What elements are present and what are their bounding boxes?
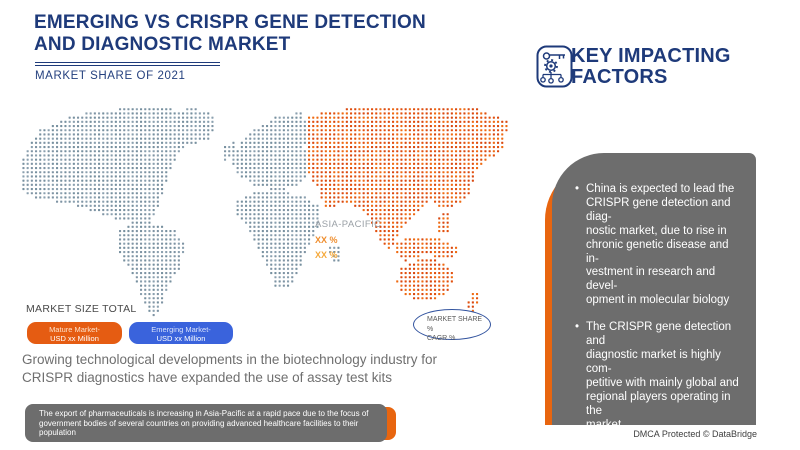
mature-market-label: Mature Market- — [49, 324, 100, 334]
region-label: ASIA-PACIFIC — [315, 219, 382, 230]
market-description-text: Growing technological developments in th… — [22, 352, 437, 385]
callout-box: The export of pharmaceuticals is increas… — [25, 404, 387, 442]
key-factors-list: China is expected to lead the CRISPR gen… — [575, 183, 741, 450]
badge-cagr-label: CAGR % — [427, 335, 456, 342]
title-underline — [35, 62, 220, 66]
kif-heading-line2: FACTORS — [571, 66, 668, 88]
key-factors-panel: China is expected to lead the CRISPR gen… — [545, 153, 756, 450]
region-market-share-value: XX % — [315, 235, 338, 245]
key-impacting-factors-heading: KEY IMPACTING FACTORS — [571, 46, 731, 88]
key-gear-network-icon — [536, 45, 573, 93]
key-factor-item: The CRISPR gene detection and diagnostic… — [575, 321, 741, 432]
page-title-line1: EMERGING VS CRISPR GENE DETECTION — [34, 12, 426, 33]
emerging-market-value: USD xx Million — [156, 333, 206, 343]
market-share-cagr-badge: MARKET SHARE % CAGR % — [413, 309, 491, 342]
kif-heading-line1: KEY IMPACTING — [571, 45, 731, 67]
key-factor-item: China is expected to lead the CRISPR gen… — [575, 183, 741, 308]
page-subtitle: MARKET SHARE OF 2021 — [35, 70, 186, 82]
dotted-world-map — [22, 108, 508, 317]
page-title-line2: AND DIAGNOSTIC MARKET — [34, 34, 291, 55]
legend-item-mature-market: Mature Market- USD xx Million — [27, 322, 122, 344]
badge-market-share-label: MARKET SHARE % — [427, 316, 483, 333]
emerging-market-label: Emerging Market- — [151, 324, 211, 334]
page-title: EMERGING VS CRISPR GENE DETECTION AND DI… — [34, 12, 426, 56]
region-cagr-value: XX % — [315, 250, 338, 260]
legend-item-emerging-market: Emerging Market- USD xx Million — [129, 322, 233, 344]
key-factor-item: The advancements in CRISPR assay kits ar… — [575, 445, 741, 450]
mature-market-value: USD xx Million — [50, 333, 99, 343]
legend-title: MARKET SIZE TOTAL — [26, 303, 137, 315]
dmca-copyright: DMCA Protected © DataBridge — [633, 429, 757, 439]
